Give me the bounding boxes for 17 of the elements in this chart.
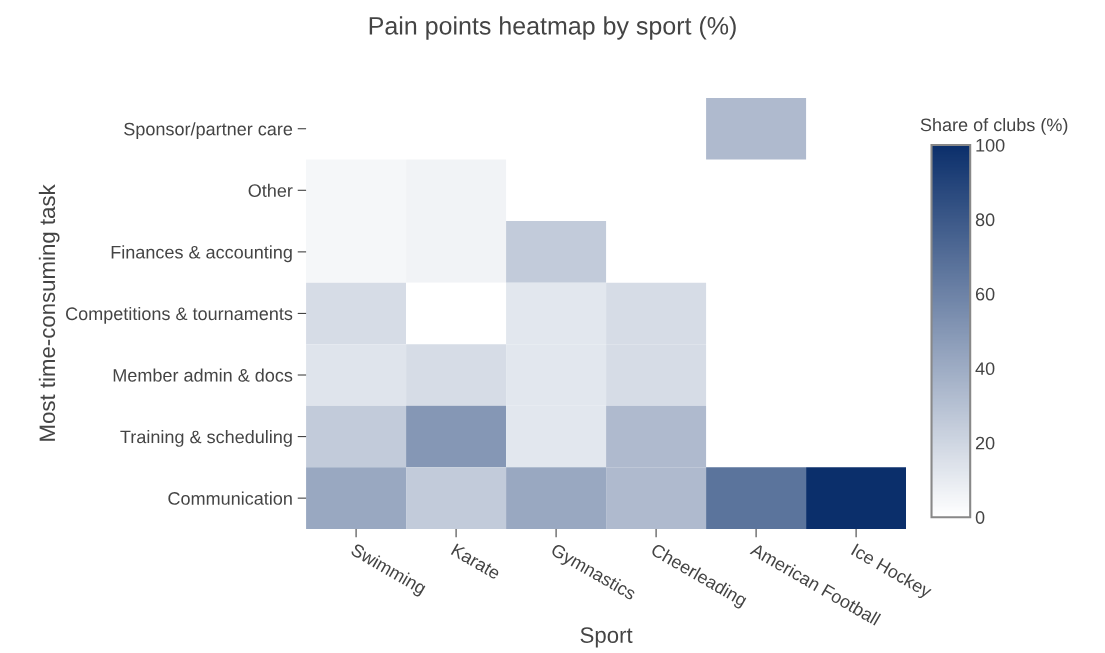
y-tick-label: Finances & accounting	[111, 245, 292, 263]
color-bar-title: Share of clubs (%)	[920, 117, 1068, 135]
color-bar-label: 40	[975, 362, 995, 376]
x-axis-title: Sport	[580, 627, 633, 648]
y-axis-title: Most time-consuming task	[38, 184, 60, 441]
color-bar-label: 0	[975, 511, 985, 524]
y-tick-label: Communication	[168, 491, 292, 505]
color-bar-label: 100	[976, 138, 1005, 152]
color-bar-label: 20	[975, 436, 995, 450]
y-tick-label: Sponsor/partner care	[124, 122, 293, 140]
y-tick-label: Competitions & tournaments	[66, 306, 293, 324]
color-bar-label: 60	[975, 287, 995, 301]
y-tick-label: Training & scheduling	[120, 430, 292, 447]
y-tick-label: Other	[248, 183, 293, 198]
y-tick-label: Member admin & docs	[113, 368, 293, 382]
color-bar-label: 80	[975, 213, 995, 227]
chart-title: Pain points heatmap by sport (%)	[369, 16, 736, 40]
